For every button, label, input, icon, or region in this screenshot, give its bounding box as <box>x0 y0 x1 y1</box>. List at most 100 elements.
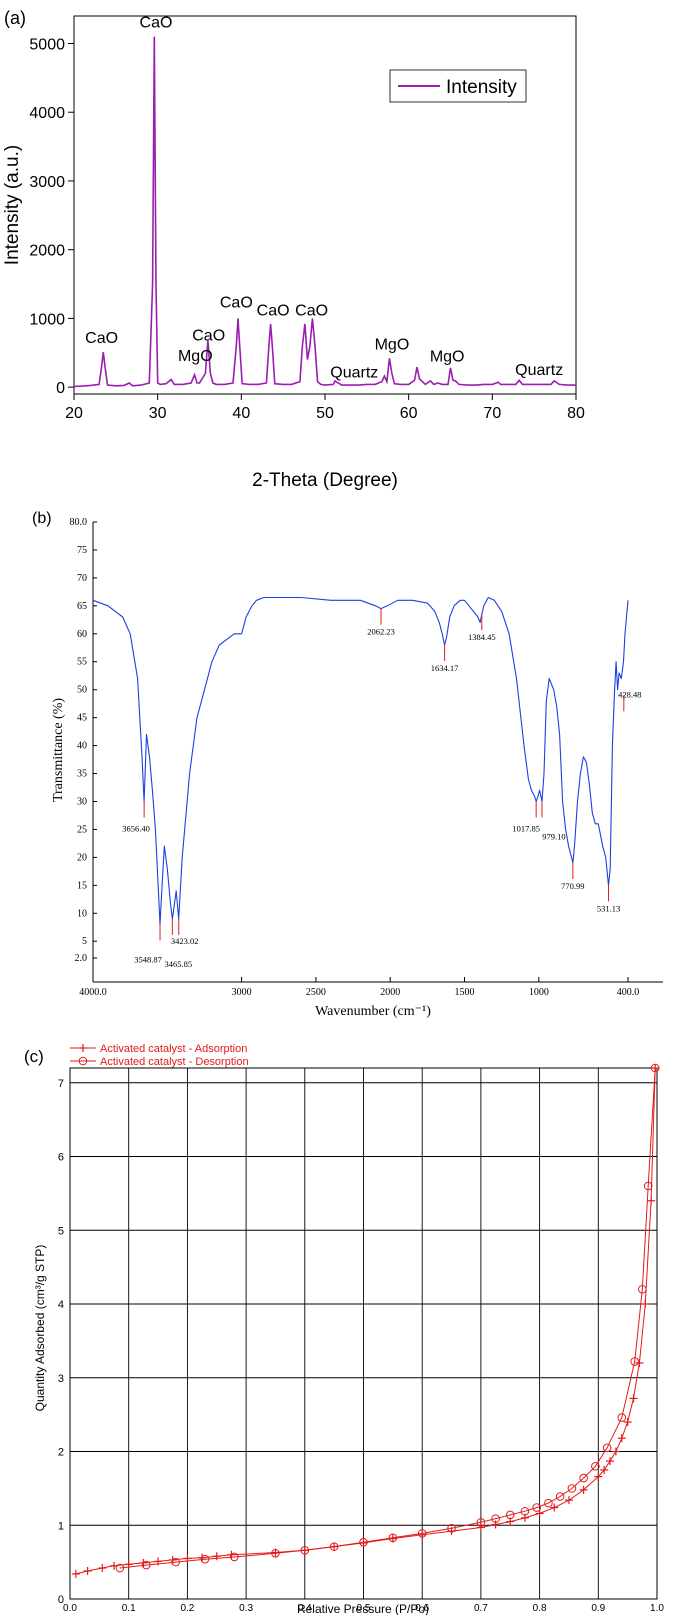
xrd-legend-entry: Intensity <box>446 77 517 98</box>
adsorption-point <box>550 1503 559 1512</box>
adsorption-line <box>75 1067 656 1575</box>
ftir-y-tick-label: 55 <box>77 657 87 668</box>
xrd-x-axis-label: 2-Theta (Degree) <box>252 470 398 491</box>
isotherm-y-tick-label: 2 <box>58 1447 64 1459</box>
xrd-legend: Intensity <box>389 69 527 103</box>
xrd-x-tick-label: 60 <box>400 405 418 422</box>
xrd-peak-annotation: CaO <box>192 327 225 344</box>
desorption-point <box>300 1546 310 1555</box>
adsorption-point <box>594 1472 603 1481</box>
desorption-point <box>505 1510 515 1520</box>
ftir-peak-label: 3423.02 <box>171 936 199 946</box>
adsorption-point <box>606 1457 615 1466</box>
xrd-peak-annotation: CaO <box>257 303 290 320</box>
isotherm-chart: (c) Activated catalyst - Adsorption Acti… <box>24 1043 664 1615</box>
xrd-peak-annotation: MgO <box>178 348 213 365</box>
desorption-point <box>617 1413 627 1422</box>
ftir-y-tick-label: 20 <box>77 852 87 863</box>
ftir-peak-label: 1634.17 <box>431 663 459 673</box>
adsorption-point <box>71 1569 80 1578</box>
ftir-spectrum-line <box>92 596 629 926</box>
isotherm-y-tick-label: 4 <box>58 1299 64 1311</box>
panel-label-a: (a) <box>4 8 26 28</box>
desorption-point <box>532 1503 541 1512</box>
isotherm-x-tick-label: 0.7 <box>474 1603 488 1614</box>
ftir-y-tick-label: 5 <box>82 936 87 947</box>
xrd-peak-annotation: Quartz <box>515 362 563 379</box>
desorption-point <box>447 1523 456 1533</box>
xrd-y-tick-label: 0 <box>56 380 65 397</box>
ftir-y-tick-label: 45 <box>77 713 87 724</box>
legend-marker-circle <box>78 1056 88 1066</box>
ftir-peak-label: 2062.23 <box>367 627 395 637</box>
ftir-y-axis-label: Transmittance (%) <box>51 698 66 802</box>
legend-entry-desorption: Activated catalyst - Desorption <box>100 1056 249 1068</box>
xrd-peak-annotation: MgO <box>375 336 410 353</box>
adsorption-point <box>641 1300 650 1308</box>
ftir-peak-label: 3656.40 <box>122 823 150 833</box>
xrd-y-tick-label: 5000 <box>29 36 65 53</box>
ftir-x-tick-label: 2500 <box>306 987 326 998</box>
adsorption-point <box>212 1552 221 1561</box>
ftir-y-tick-label: 15 <box>77 880 87 891</box>
ftir-y-tick-label: 65 <box>77 601 87 612</box>
desorption-point <box>476 1518 486 1527</box>
xrd-y-tick-label: 4000 <box>29 105 65 122</box>
ftir-y-tick-label: 25 <box>77 824 87 835</box>
adsorption-point <box>623 1418 632 1426</box>
desorption-point <box>200 1554 210 1564</box>
desorption-point <box>638 1284 647 1294</box>
desorption-point <box>643 1181 653 1191</box>
ftir-x-tick-label: 1000 <box>529 987 549 998</box>
ftir-y-tick-label: 30 <box>77 796 87 807</box>
ftir-y-tick-label: 70 <box>77 573 87 584</box>
desorption-point <box>579 1473 588 1483</box>
desorption-point <box>115 1563 125 1573</box>
isotherm-y-tick-label: 3 <box>58 1373 64 1385</box>
isotherm-x-tick-label: 0.3 <box>239 1603 253 1614</box>
adsorption-point <box>611 1447 620 1456</box>
ftir-y-tick-label: 10 <box>77 908 87 919</box>
desorption-point <box>602 1443 612 1453</box>
ftir-x-tick-label: 1500 <box>455 987 475 998</box>
ftir-chart: (b) 4000.0 3000 2500 2000 1500 1000 400.0 2.0 5… <box>32 510 663 1019</box>
desorption-point <box>591 1461 600 1471</box>
adsorption-point <box>635 1359 644 1367</box>
desorption-point <box>271 1548 280 1558</box>
ftir-y-tick-label: 75 <box>77 545 87 556</box>
ftir-x-tick-label: 400.0 <box>617 987 640 998</box>
desorption-point <box>544 1498 553 1508</box>
xrd-peak-annotation: CaO <box>295 303 328 320</box>
desorption-point <box>491 1514 500 1523</box>
desorption-point <box>388 1533 398 1543</box>
isotherm-x-tick-label: 0.2 <box>180 1603 194 1614</box>
panel-label-c: (c) <box>24 1047 44 1066</box>
xrd-x-tick-label: 50 <box>316 405 334 422</box>
isotherm-x-axis-label: Relative Pressure (P/Po) <box>297 1602 429 1615</box>
adsorption-point <box>535 1509 544 1518</box>
isotherm-x-tick-label: 0.6 <box>415 1603 429 1614</box>
xrd-x-tick-label: 30 <box>149 405 167 422</box>
adsorption-point <box>198 1553 207 1562</box>
xrd-y-tick-label: 1000 <box>29 311 65 328</box>
ftir-y-tick-label: 2.0 <box>75 953 88 964</box>
isotherm-y-axis-label: Quantity Adsorbed (cm³/g STP) <box>33 1245 47 1412</box>
desorption-point <box>650 1063 660 1073</box>
ftir-peak-label: 1384.45 <box>468 632 496 642</box>
ftir-x-tick-label: 2000 <box>380 987 400 998</box>
ftir-peak-label: 979.10 <box>542 831 565 841</box>
adsorption-point <box>564 1496 573 1505</box>
ftir-y-tick-label: 80.0 <box>70 517 88 528</box>
xrd-peak-annotation: MgO <box>430 349 465 366</box>
ftir-y-tick-label: 35 <box>77 769 87 780</box>
desorption-point <box>555 1492 565 1501</box>
xrd-series-line <box>73 36 576 388</box>
desorption-point <box>359 1537 368 1547</box>
adsorption-point <box>600 1465 609 1474</box>
adsorption-point <box>617 1434 626 1443</box>
xrd-peak-annotation: Quartz <box>330 365 378 382</box>
isotherm-y-tick-label: 5 <box>58 1225 64 1237</box>
isotherm-x-tick-label: 1.0 <box>650 1603 664 1614</box>
xrd-x-tick-label: 20 <box>65 405 83 422</box>
isotherm-x-tick-label: 0.1 <box>122 1603 136 1614</box>
